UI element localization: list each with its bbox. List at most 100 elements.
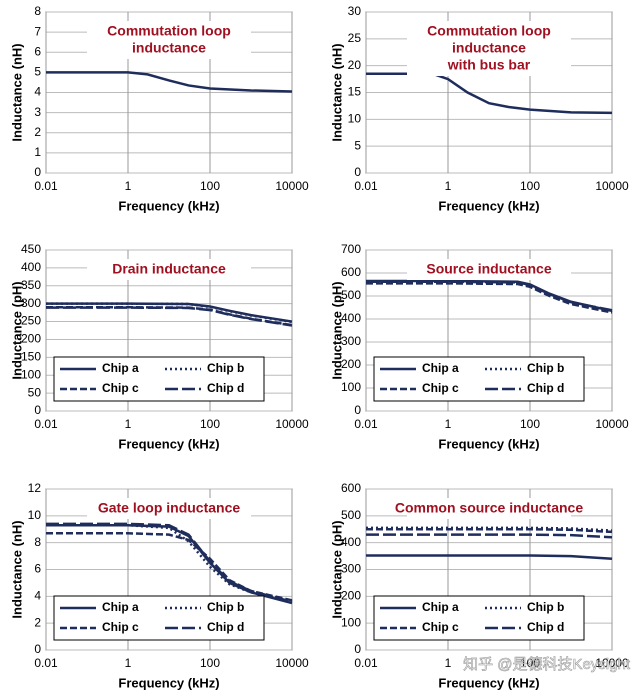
- legend-box: [53, 595, 265, 641]
- x-tick-label: 0.01: [354, 417, 378, 431]
- data-line: [366, 554, 613, 561]
- chart-title: Commutation loop: [427, 23, 551, 39]
- y-tick-label: 10: [348, 112, 362, 126]
- chart-panel: 0 100 200 300 400 500 600 0.01 1 100 10000 Frequenc…: [329, 481, 629, 690]
- x-tick-label: 10000: [275, 179, 309, 193]
- y-tick-label: 500: [341, 288, 361, 302]
- chart-title: Gate loop inductance: [98, 500, 241, 516]
- title-box: [87, 259, 251, 280]
- legend-label: Chip a: [102, 361, 139, 375]
- chart-title: inductance: [452, 40, 526, 56]
- y-tick-label: 500: [341, 508, 361, 522]
- legend-label: Chip b: [527, 361, 564, 375]
- data-line: [366, 533, 613, 539]
- legend-label: Chip c: [102, 381, 139, 395]
- y-tick-label: 5: [34, 65, 41, 79]
- y-tick-label: 0: [354, 642, 361, 656]
- y-tick-label: 12: [28, 481, 42, 495]
- y-tick-label: 400: [341, 535, 361, 549]
- y-tick-label: 0: [34, 403, 41, 417]
- chart-title: Source inductance: [426, 261, 551, 277]
- y-axis-label: Inductance (pH): [9, 281, 24, 379]
- y-axis-label: Inductance (pH): [329, 520, 344, 618]
- y-tick-label: 5: [354, 138, 361, 152]
- chart-title: inductance: [132, 40, 206, 56]
- x-tick-label: 0.01: [354, 656, 378, 670]
- data-line: [366, 528, 613, 534]
- y-tick-label: 30: [348, 4, 362, 18]
- legend-label: Chip b: [527, 600, 564, 614]
- legend-label: Chip a: [422, 361, 459, 375]
- y-tick-label: 2: [34, 125, 41, 139]
- y-tick-label: 400: [21, 260, 41, 274]
- y-tick-label: 25: [348, 31, 362, 45]
- x-tick-label: 100: [520, 656, 540, 670]
- y-tick-label: 700: [341, 242, 361, 256]
- y-tick-label: 350: [21, 278, 41, 292]
- x-tick-label: 10000: [595, 656, 629, 670]
- legend-label: Chip b: [207, 600, 244, 614]
- y-tick-label: 100: [341, 380, 361, 394]
- x-tick-label: 0.01: [354, 179, 378, 193]
- data-line: [46, 522, 293, 603]
- y-tick-label: 2: [34, 615, 41, 629]
- y-tick-label: 100: [341, 615, 361, 629]
- y-tick-label: 50: [28, 385, 42, 399]
- x-tick-label: 0.01: [34, 417, 58, 431]
- y-tick-label: 10: [28, 508, 42, 522]
- title-box: [87, 498, 251, 519]
- y-tick-label: 6: [34, 562, 41, 576]
- y-tick-label: 600: [341, 265, 361, 279]
- y-tick-label: 8: [34, 535, 41, 549]
- legend-label: Chip c: [422, 381, 459, 395]
- legend-label: Chip d: [207, 620, 244, 634]
- legend-label: Chip a: [422, 600, 459, 614]
- y-tick-label: 3: [34, 105, 41, 119]
- legend-box: [373, 356, 585, 402]
- x-tick-label: 1: [125, 656, 132, 670]
- watermark: 知乎 @是德科技Keysight: [463, 655, 631, 673]
- y-tick-label: 20: [348, 58, 362, 72]
- chart-panel: 0 50 100 150 200 250 300 350 400 450 0.01 1 100 10000…: [9, 242, 309, 451]
- x-tick-label: 10000: [275, 417, 309, 431]
- y-tick-label: 200: [341, 357, 361, 371]
- data-line: [366, 280, 613, 312]
- chart-title: Drain inductance: [112, 261, 226, 277]
- legend-label: Chip c: [102, 620, 139, 634]
- x-axis-label: Frequency (kHz): [438, 436, 539, 451]
- title-box: [407, 21, 571, 76]
- x-tick-label: 10000: [275, 656, 309, 670]
- x-axis-label: Frequency (kHz): [118, 198, 219, 213]
- y-tick-label: 4: [34, 589, 41, 603]
- y-tick-label: 300: [341, 334, 361, 348]
- x-tick-label: 1: [445, 179, 452, 193]
- y-tick-label: 0: [354, 165, 361, 179]
- chart-panel: 0 1 2 3 4 5 6 7 8 0.01 1 100 10000 Frequency (kHz) Ind…: [9, 4, 309, 213]
- legend-box: [53, 356, 265, 402]
- data-line: [366, 282, 613, 314]
- x-tick-label: 100: [520, 417, 540, 431]
- x-axis-label: Frequency (kHz): [438, 675, 539, 690]
- chart-panel: 0 5 10 15 20 25 30 0.01 1 100 10000 Frequency (kHz)…: [329, 4, 629, 213]
- x-tick-label: 1: [445, 656, 452, 670]
- y-tick-label: 0: [34, 165, 41, 179]
- legend-label: Chip c: [422, 620, 459, 634]
- y-tick-label: 250: [21, 314, 41, 328]
- chart-title: Commutation loop: [107, 23, 231, 39]
- data-line: [46, 71, 293, 93]
- x-tick-label: 1: [445, 417, 452, 431]
- x-tick-label: 1: [125, 179, 132, 193]
- legend-box: [373, 595, 585, 641]
- x-tick-label: 1: [125, 417, 132, 431]
- chart-title: with bus bar: [447, 57, 531, 73]
- data-line: [46, 523, 293, 603]
- y-tick-label: 150: [21, 350, 41, 364]
- y-tick-label: 0: [354, 403, 361, 417]
- x-tick-label: 0.01: [34, 179, 58, 193]
- legend-label: Chip d: [527, 381, 564, 395]
- y-tick-label: 8: [34, 4, 41, 18]
- y-tick-label: 15: [348, 85, 362, 99]
- x-tick-label: 0.01: [34, 656, 58, 670]
- x-axis-label: Frequency (kHz): [118, 675, 219, 690]
- title-box: [407, 498, 571, 519]
